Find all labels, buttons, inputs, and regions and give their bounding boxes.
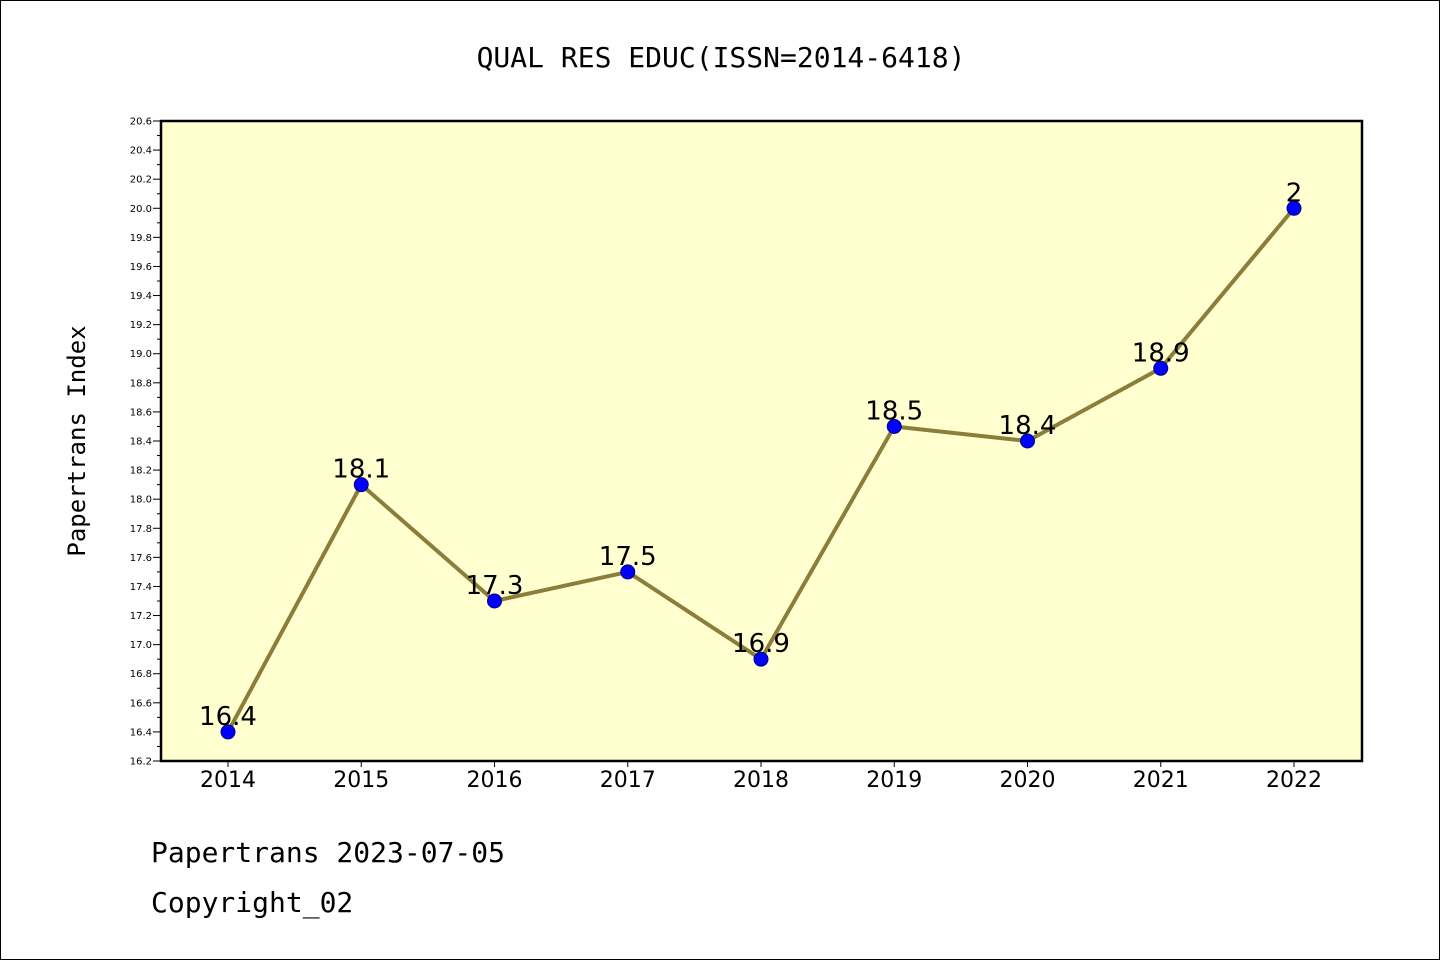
data-label: 18.4	[999, 411, 1057, 441]
y-tick-label: 16.2	[130, 757, 152, 768]
y-tick-label: 18.0	[130, 495, 152, 506]
y-tick-label: 20.2	[130, 175, 152, 186]
y-tick-label: 18.2	[130, 466, 152, 477]
x-tick-label: 2017	[600, 768, 656, 793]
y-tick-label: 18.8	[130, 378, 152, 389]
y-tick-label: 17.2	[130, 611, 152, 622]
y-tick-label: 19.0	[130, 349, 152, 360]
y-tick-label: 18.6	[130, 407, 152, 418]
x-tick-label: 2015	[333, 768, 389, 793]
data-point	[886, 418, 902, 434]
y-tick-label: 17.0	[130, 640, 152, 651]
footer-copyright: Copyright_02	[151, 886, 354, 919]
y-tick-label: 16.8	[130, 669, 152, 680]
data-label: 18.9	[1132, 338, 1190, 368]
y-tick-label: 19.4	[130, 291, 152, 302]
y-tick-label: 20.4	[130, 146, 152, 157]
y-tick-label: 19.6	[130, 262, 152, 273]
data-point	[353, 477, 369, 493]
data-point	[1153, 360, 1169, 376]
data-point	[220, 724, 236, 740]
data-label: 2	[1286, 178, 1303, 208]
y-tick-label: 17.8	[130, 524, 152, 535]
y-axis-label: Papertrans Index	[63, 325, 91, 556]
data-label: 16.9	[732, 629, 790, 659]
y-tick-label: 19.8	[130, 233, 152, 244]
y-tick-label: 18.4	[130, 437, 152, 448]
footer-date: Papertrans 2023-07-05	[151, 836, 506, 869]
data-point	[620, 564, 636, 580]
x-tick-label: 2022	[1266, 768, 1322, 793]
x-tick-label: 2019	[866, 768, 922, 793]
data-point	[1020, 433, 1035, 449]
y-tick-label: 17.6	[130, 553, 152, 564]
data-label: 17.3	[466, 571, 524, 601]
x-tick-label: 2014	[200, 768, 256, 793]
chart-title: QUAL RES EDUC(ISSN=2014-6418)	[477, 41, 966, 74]
y-tick-label: 17.4	[130, 582, 152, 593]
data-label: 17.5	[599, 542, 657, 572]
x-tick-label: 2021	[1133, 768, 1189, 793]
data-point	[1286, 200, 1302, 216]
data-label: 18.1	[332, 455, 390, 485]
x-tick-label: 2018	[733, 768, 789, 793]
y-tick-label: 19.2	[130, 320, 152, 331]
plot-frame	[159, 119, 1364, 763]
y-tick-label: 16.4	[130, 727, 152, 738]
data-label: 16.4	[199, 702, 257, 732]
x-tick-label: 2020	[1000, 768, 1056, 793]
x-tick-label: 2016	[467, 768, 523, 793]
data-point	[487, 593, 502, 609]
data-label: 18.5	[865, 396, 923, 426]
y-tick-label: 20.6	[130, 117, 152, 128]
y-tick-label: 16.6	[130, 698, 152, 709]
y-tick-label: 20.0	[130, 204, 152, 215]
data-point	[753, 651, 769, 667]
